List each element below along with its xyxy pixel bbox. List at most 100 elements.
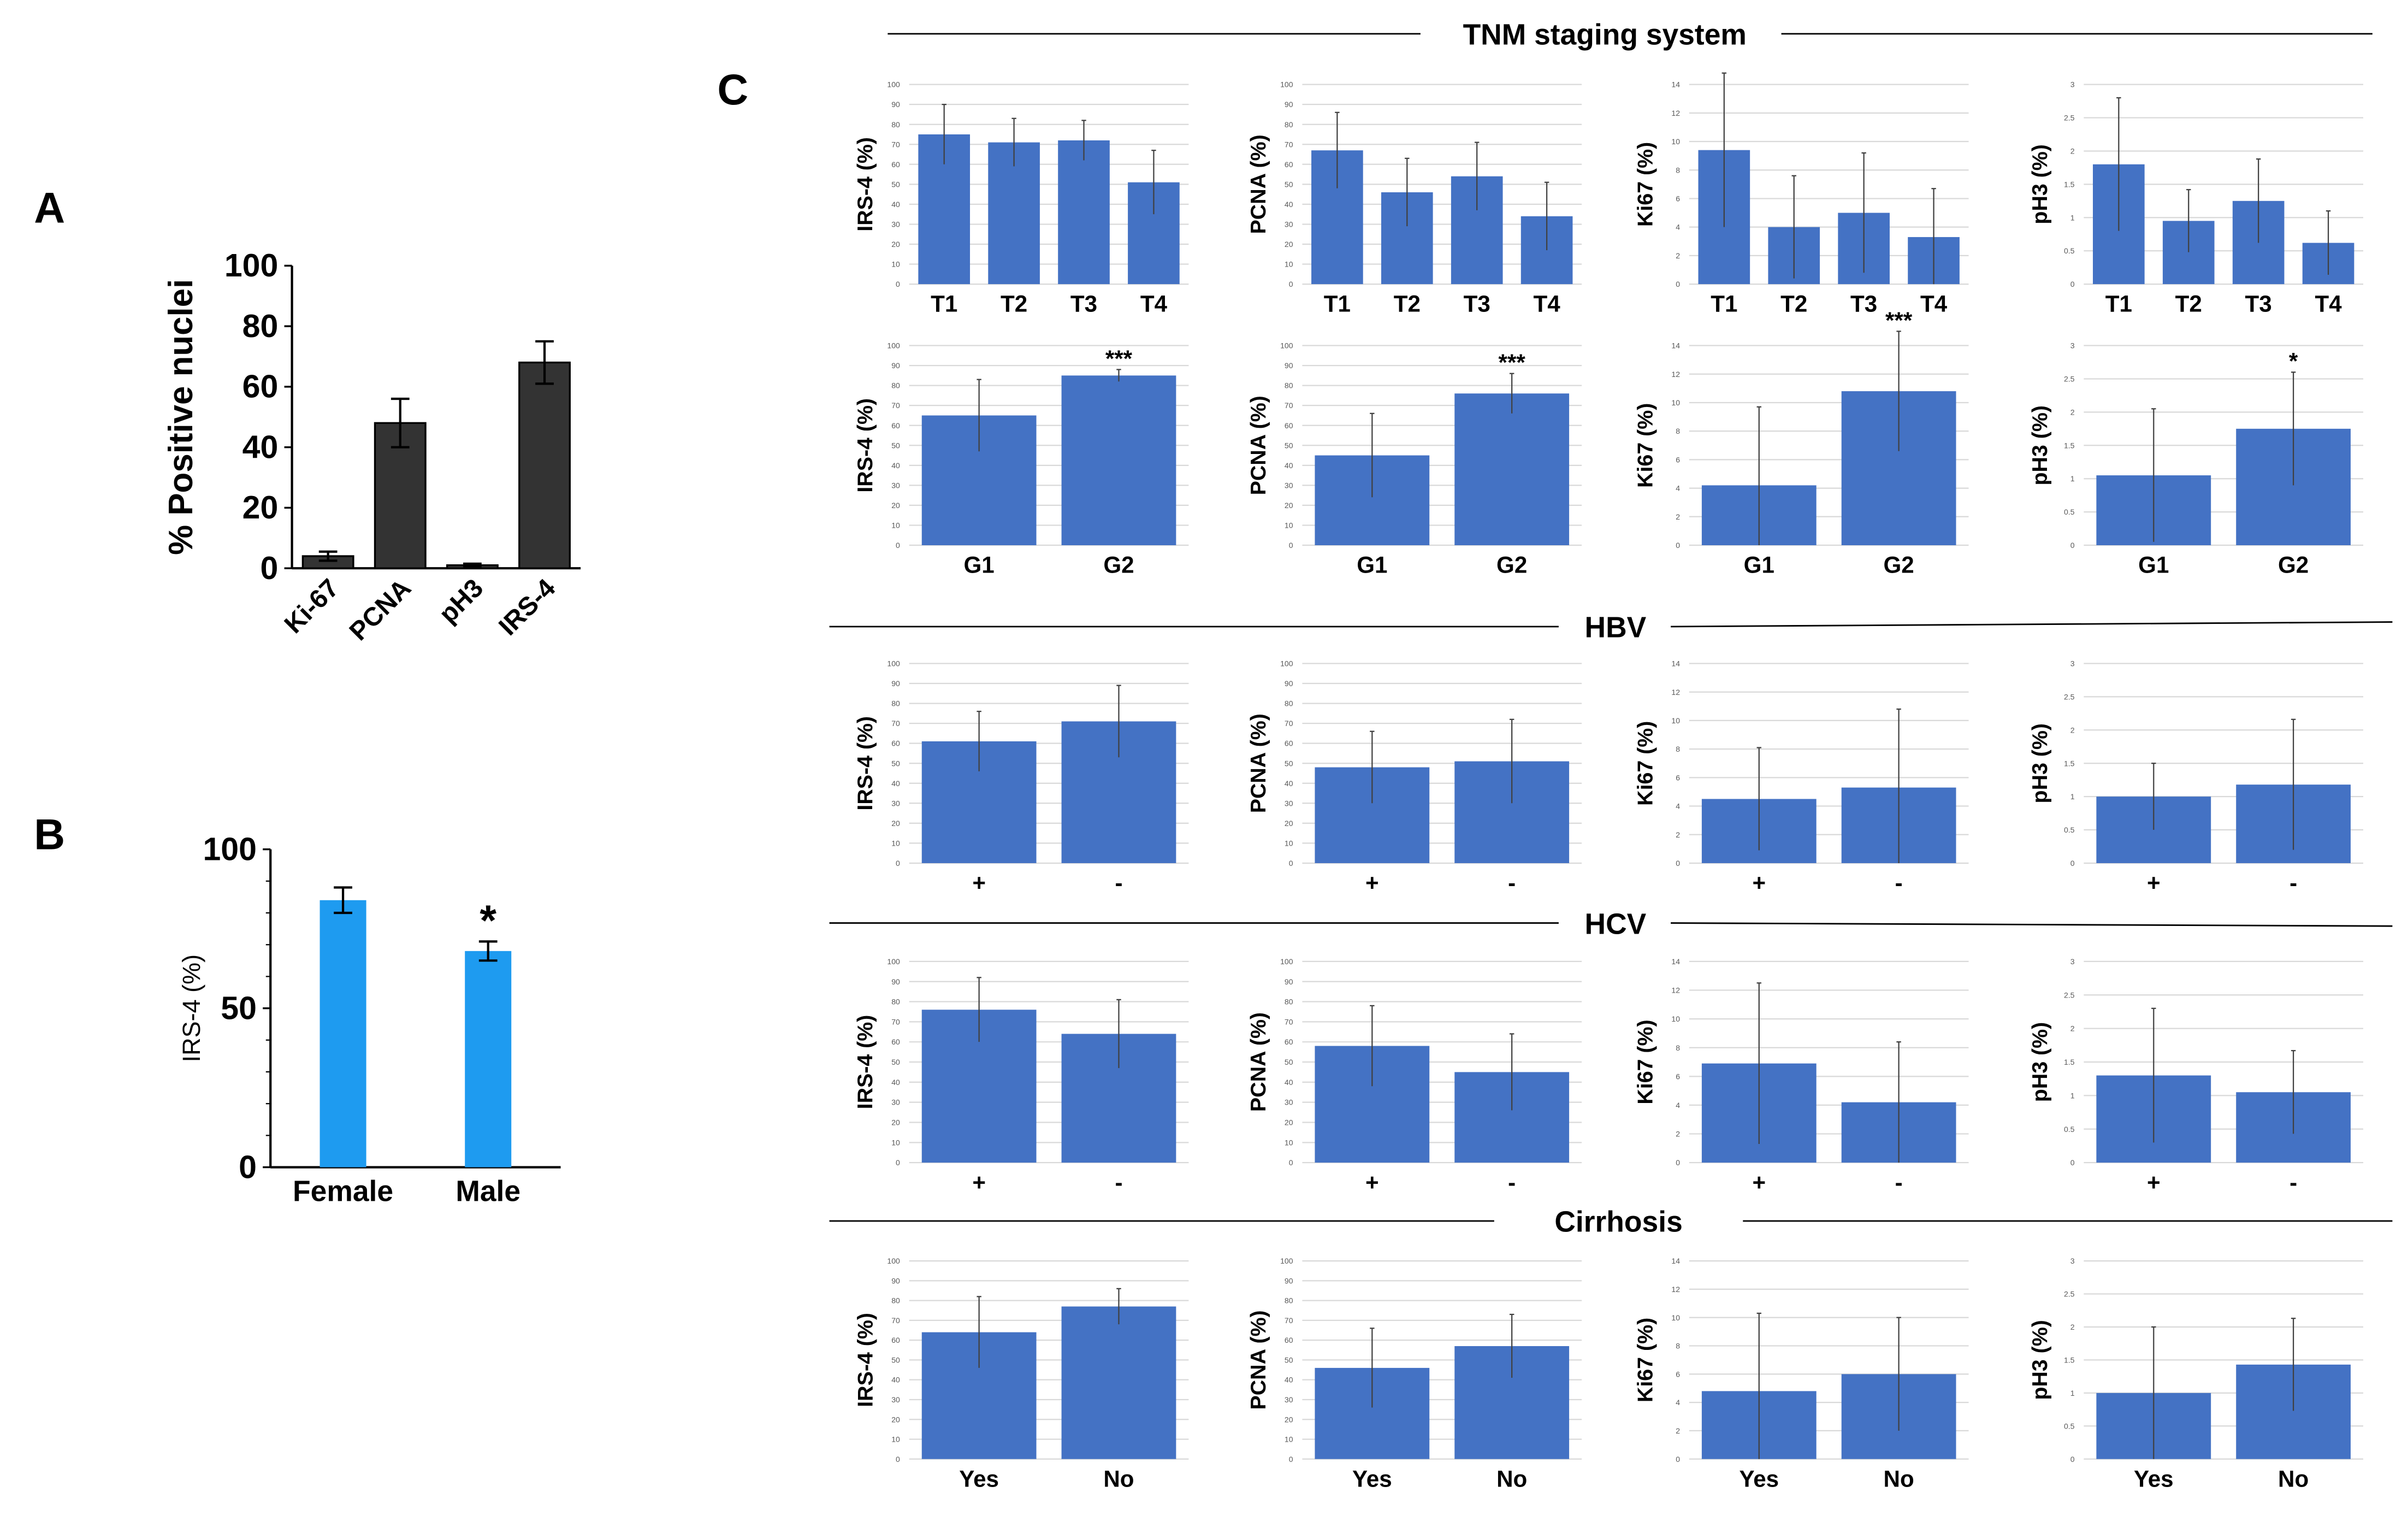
y-tick-label: 14 [1671, 341, 1680, 350]
y-tick-label: 90 [1285, 361, 1293, 370]
y-tick-label: 50 [891, 180, 900, 188]
y-tick-label: 2 [1676, 1130, 1680, 1138]
y-axis-label: % Positive nuclei [162, 279, 200, 555]
y-tick-label: 10 [891, 1138, 900, 1147]
y-tick-label: 8 [1676, 745, 1680, 753]
y-tick-label: 1.5 [2064, 180, 2075, 188]
y-tick-label: 50 [891, 1058, 900, 1066]
y-tick-label: 6 [1676, 455, 1680, 464]
x-tick-label: G2 [1883, 552, 1914, 578]
y-tick-label: 3 [2070, 341, 2075, 350]
y-tick-label: 20 [1285, 1415, 1293, 1424]
y-tick-label: 70 [1285, 1316, 1293, 1325]
y-axis-label: pH3 (%) [2028, 723, 2052, 803]
y-axis-label: pH3 (%) [2028, 405, 2052, 485]
y-tick-label: 14 [1671, 1256, 1680, 1265]
x-tick-label: - [1895, 870, 1903, 896]
y-tick-label: 20 [1285, 240, 1293, 249]
y-tick-label: 40 [891, 200, 900, 209]
y-tick-label: 20 [1285, 501, 1293, 510]
x-tick-label: T2 [1780, 291, 1807, 317]
bar-Male [465, 951, 512, 1167]
y-tick-label: 4 [1676, 802, 1680, 811]
y-axis-label: PCNA (%) [1246, 134, 1270, 234]
panel-b-letter: B [34, 811, 65, 859]
y-tick-label: 80 [891, 120, 900, 129]
x-tick-label: - [1115, 870, 1122, 896]
y-tick-label: 0.5 [2064, 825, 2075, 834]
x-tick-label: G2 [1496, 552, 1527, 578]
y-axis-label: IRS-4 (%) [178, 954, 205, 1062]
y-tick-label: 80 [1285, 998, 1293, 1006]
section-title-hbv: HBV [1585, 612, 1647, 644]
y-tick-label: 1 [2070, 1389, 2075, 1397]
bar-Female [320, 900, 366, 1167]
y-tick-label: 0 [1289, 280, 1293, 288]
y-tick-label: 10 [1285, 1138, 1293, 1147]
y-tick-label: 20 [891, 1415, 900, 1424]
x-tick-label: G2 [1103, 552, 1134, 578]
y-tick-label: 50 [1285, 759, 1293, 768]
y-tick-label: 6 [1676, 1072, 1680, 1081]
x-tick-label: T2 [1001, 291, 1027, 317]
y-tick-label: 4 [1676, 484, 1680, 493]
y-tick-label: 2.5 [2064, 692, 2075, 701]
chart-C-HCV-Ki67: 0 2 4 6 8 10 12 14 Ki67 (%) + - [1633, 957, 1969, 1195]
y-tick-label: 80 [1285, 1296, 1293, 1305]
y-tick-label: 10 [891, 839, 900, 847]
y-tick-label: 70 [891, 401, 900, 410]
y-axis-label: IRS-4 (%) [853, 137, 877, 232]
y-tick-label: 1.5 [2064, 441, 2075, 450]
y-tick-label: 100 [203, 831, 256, 867]
y-axis-label: Ki67 (%) [1633, 1019, 1657, 1104]
x-tick-label: - [1895, 1170, 1903, 1195]
x-tick-label: Yes [959, 1466, 999, 1491]
x-tick-label: + [2147, 870, 2161, 896]
y-tick-label: 70 [891, 1017, 900, 1026]
x-tick-label: - [1508, 870, 1516, 896]
x-tick-label: - [2289, 1170, 2297, 1195]
y-tick-label: 4 [1676, 223, 1680, 232]
y-tick-label: 20 [1285, 819, 1293, 828]
y-tick-label: 90 [1285, 1276, 1293, 1285]
y-tick-label: 40 [891, 1078, 900, 1087]
y-tick-label: 20 [891, 1118, 900, 1127]
y-tick-label: 6 [1676, 1370, 1680, 1378]
y-axis-label: IRS-4 (%) [853, 1313, 877, 1407]
y-tick-label: 1.5 [2064, 759, 2075, 768]
y-tick-label: 100 [1280, 1256, 1293, 1265]
y-tick-label: 2.5 [2064, 114, 2075, 122]
x-tick-label: T1 [1324, 291, 1351, 317]
y-tick-label: 30 [1285, 1395, 1293, 1404]
y-tick-label: 60 [1285, 739, 1293, 748]
y-tick-label: 40 [891, 461, 900, 470]
y-axis-label: PCNA (%) [1246, 396, 1270, 495]
y-axis-label: IRS-4 (%) [853, 398, 877, 493]
x-tick-label: G1 [964, 552, 995, 578]
y-tick-label: 2.5 [2064, 990, 2075, 999]
y-tick-label: 1 [2070, 213, 2075, 222]
y-tick-label: 14 [1671, 659, 1680, 668]
y-tick-label: 0 [2070, 859, 2075, 868]
x-tick-label: T3 [1070, 291, 1097, 317]
chart-B: 0 50 100 IRS-4 (%) Female Male * [178, 831, 561, 1207]
y-tick-label: 10 [1285, 521, 1293, 530]
chart-C-TNM-T-pH3: 0 0.5 1 1.5 2 2.5 3 pH3 (%) T1 T2 T3 T4 [2028, 80, 2364, 317]
chart-C-TNM-T-Ki67: 0 2 4 6 8 10 12 14 Ki67 (%) T1 T2 T3 T4 [1633, 72, 1969, 317]
x-tick-label: T1 [931, 291, 957, 317]
y-tick-label: 80 [242, 308, 279, 344]
y-tick-label: 10 [1671, 1014, 1680, 1023]
bar-T3 [1058, 140, 1110, 285]
x-tick-label: + [972, 1170, 986, 1195]
y-tick-label: 60 [242, 369, 279, 405]
y-tick-label: 0 [1676, 1455, 1680, 1464]
y-tick-label: 4 [1676, 1398, 1680, 1407]
y-tick-label: 10 [1285, 260, 1293, 269]
chart-C-HBV-pH3: 0 0.5 1 1.5 2 2.5 3 pH3 (%) + - [2028, 659, 2364, 896]
y-tick-label: 8 [1676, 427, 1680, 435]
x-tick-label: T3 [1850, 291, 1877, 317]
y-tick-label: 60 [891, 1037, 900, 1046]
y-tick-label: 90 [1285, 679, 1293, 688]
